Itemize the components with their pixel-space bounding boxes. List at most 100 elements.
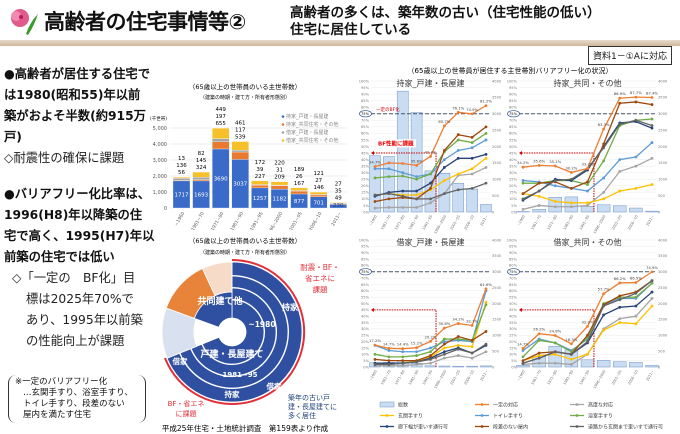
- y-tick-label: 80%: [509, 106, 518, 110]
- data-point: [442, 192, 446, 196]
- data-label: 87.4%: [646, 91, 658, 96]
- y-tick-label: 55%: [509, 295, 518, 299]
- data-point: [387, 206, 391, 209]
- y-tick-label: 65%: [509, 283, 518, 287]
- y-tick-label: 25%: [509, 334, 518, 338]
- x-tick-label: 1961~70: [530, 215, 542, 231]
- y-tick-label: 100%: [507, 238, 518, 242]
- y2-tick-label: 1500: [492, 161, 502, 165]
- x-tick-label: 2001~05: [450, 215, 462, 231]
- bar-segment: [231, 151, 249, 160]
- y2-tick-label: 1000: [658, 334, 668, 338]
- callout-arrow: [374, 152, 437, 212]
- series-line: [523, 118, 653, 186]
- total-bar: [466, 188, 478, 213]
- donut-label: 借家: [172, 356, 188, 366]
- data-point: [618, 101, 622, 105]
- data-label: 24.8%: [549, 329, 561, 334]
- x-tick-label: 1971~80: [210, 211, 226, 230]
- data-point: [537, 181, 541, 185]
- x-tick-label: 2001~05: [288, 211, 304, 230]
- data-point: [586, 167, 589, 170]
- data-point: [401, 206, 405, 209]
- legend-marker: [385, 425, 389, 428]
- source-note: 平成25年住宅・土地統計調査 第159表より作成: [162, 423, 329, 433]
- data-point: [387, 197, 391, 201]
- target-marker: [359, 110, 372, 118]
- y2-tick-label: 2500: [658, 286, 668, 290]
- legend-label: 道路から玄関まで車いすで通行可: [588, 424, 663, 431]
- bar-value-label: 220: [274, 161, 285, 167]
- data-point: [484, 350, 488, 354]
- bar-segment: [329, 202, 347, 204]
- panel-title: 借家_戸建・長屋建: [397, 237, 465, 247]
- data-point: [650, 183, 654, 186]
- data-point: [553, 184, 557, 188]
- bar-value-label: 1257: [253, 196, 267, 202]
- data-point: [484, 152, 488, 156]
- barrier-free-line-charts: （65歳以上の世帯員が居住する主世帯別バリアフリー化の状況） 0% 5% 10% 15…: [359, 66, 668, 431]
- data-point: [373, 357, 377, 361]
- data-point: [401, 162, 405, 165]
- y-tick-label: 70%: [361, 119, 370, 123]
- total-bar: [613, 361, 627, 368]
- data-point: [387, 192, 391, 196]
- bar-value-label: 1182: [273, 197, 287, 203]
- text-line: 1996(H8)年以降築の住: [4, 208, 143, 222]
- y-tick-label: 30%: [509, 327, 518, 331]
- data-point: [650, 117, 654, 121]
- data-point: [553, 200, 557, 203]
- data-point: [537, 194, 541, 198]
- data-point: [569, 201, 573, 205]
- point-1: ●高齢者が居住する住宅で は1980(昭和55)年以前 築がおよそ半数(約915…: [4, 64, 154, 169]
- y-tick-label: 55%: [509, 138, 518, 142]
- data-point: [415, 193, 419, 197]
- y-tick-label: 50%: [361, 302, 370, 306]
- data-point: [634, 95, 638, 99]
- data-label: 34.2%: [517, 160, 529, 165]
- data-point: [373, 193, 377, 197]
- bar-value-label: 136: [176, 163, 187, 169]
- data-label: 57.7%: [598, 287, 610, 292]
- y-tick-label: 45%: [361, 308, 370, 312]
- bar-value-label: 3690: [214, 176, 228, 182]
- text-line: は1980(昭和55)年以前: [4, 88, 141, 102]
- data-point: [387, 359, 391, 363]
- y-tick-label: 80%: [509, 264, 518, 268]
- data-point: [650, 126, 654, 130]
- data-point: [537, 332, 541, 336]
- bar-value-label: 167: [294, 181, 305, 187]
- y-tick-label: 85%: [509, 257, 518, 261]
- data-point: [373, 176, 377, 180]
- donut-ring-divider: [190, 286, 277, 377]
- bar-value-label: 117: [235, 128, 246, 134]
- y2-tick-label: 2500: [658, 128, 668, 132]
- bar-segment: [251, 184, 269, 189]
- data-point: [470, 167, 474, 171]
- target-marker: [359, 268, 372, 276]
- donut-label: 共同建て他: [197, 295, 242, 307]
- data-label: 63.3%: [598, 122, 610, 127]
- data-point: [537, 356, 541, 360]
- x-tick-label: 2011~: [479, 369, 488, 381]
- panel-title: 持家_戸建・長屋建: [397, 78, 465, 88]
- total-bar: [532, 209, 546, 213]
- data-point: [429, 346, 432, 350]
- data-point: [373, 363, 377, 366]
- legend-label: 段差のない屋内: [493, 424, 528, 431]
- data-label: 35.1%: [549, 159, 561, 164]
- bar-segment: [212, 127, 230, 139]
- data-point: [521, 359, 525, 363]
- data-point: [456, 335, 460, 338]
- x-tick-label: 1991~95: [249, 211, 265, 230]
- data-point: [373, 200, 377, 203]
- y2-tick-label: 2500: [492, 286, 502, 290]
- data-point: [537, 351, 541, 355]
- panel-title: 借家_共同・その他: [554, 237, 622, 247]
- donut-label: ~1980: [248, 320, 275, 329]
- y2-tick-label: 3500: [492, 254, 502, 258]
- bar-value-label: 877: [294, 199, 305, 205]
- data-point: [484, 104, 488, 108]
- y-tick-label: 100%: [359, 238, 370, 242]
- data-point: [401, 194, 405, 198]
